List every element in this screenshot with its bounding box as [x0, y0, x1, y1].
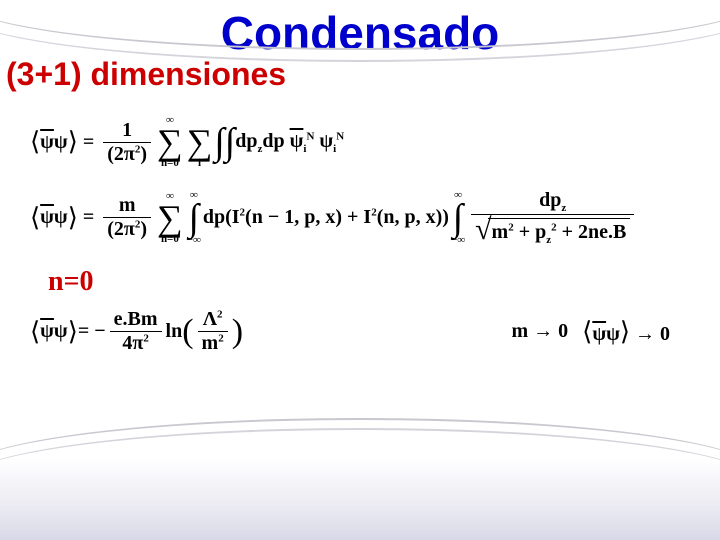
title-area: Condensado (3+1) dimensiones	[0, 0, 720, 95]
eq1-sum1: ∞ ∑ n=0	[157, 115, 183, 169]
eq1-sum2: ∑ i	[187, 115, 213, 169]
equation-3: ⟨ψψ⟩ = − e.Bm 4π2 ln ( Λ2 m2 )	[30, 308, 670, 355]
eq1-int: ∫∫	[214, 125, 235, 159]
equation-2: ⟨ψψ⟩ = m (2π2) ∞ ∑ n=0 ∞ ∫ −∞ dp(I2(n − …	[30, 189, 700, 246]
eq1-fraction: 1 (2π2)	[103, 119, 151, 166]
n-zero-label: n=0	[30, 266, 700, 298]
eq3-limits: m → 0 ⟨ψψ⟩ → 0	[511, 317, 670, 347]
eq2-sum: ∞ ∑ n=0	[157, 191, 183, 245]
eq1-integrand: dpzdp ψiN ψiN	[235, 130, 344, 155]
eq1-frac-den: (2π2)	[103, 143, 151, 166]
eq2-fraction2: dpz √ m2 + pz2 + 2ne.B	[471, 189, 634, 246]
eq3-lhs: ⟨ψψ⟩	[30, 317, 78, 347]
eq3-fraction: e.Bm 4π2	[110, 308, 162, 355]
eq3-ln-arg: Λ2 m2	[198, 308, 228, 355]
eq2-lhs: ⟨ψψ⟩	[30, 203, 78, 233]
eq2-fraction: m (2π2)	[103, 194, 151, 241]
eq1-lhs: ⟨ψψ⟩	[30, 127, 78, 157]
decorative-curve-bottom	[0, 428, 720, 538]
eq3-ln: ln	[166, 320, 183, 343]
eq1-frac-num: 1	[118, 119, 136, 142]
equation-1: ⟨ψψ⟩ = 1 (2π2) ∞ ∑ n=0 ∑ i ∫∫ dpzdp ψiN …	[30, 115, 700, 169]
equation-content: ⟨ψψ⟩ = 1 (2π2) ∞ ∑ n=0 ∑ i ∫∫ dpzdp ψiN …	[0, 95, 720, 355]
eq2-body: dp(I2(n − 1, p, x) + I2(n, p, x))	[203, 206, 449, 229]
eq2-int2: ∞ ∫ −∞	[451, 190, 465, 246]
eq2-int1: ∞ ∫ −∞	[187, 190, 201, 246]
